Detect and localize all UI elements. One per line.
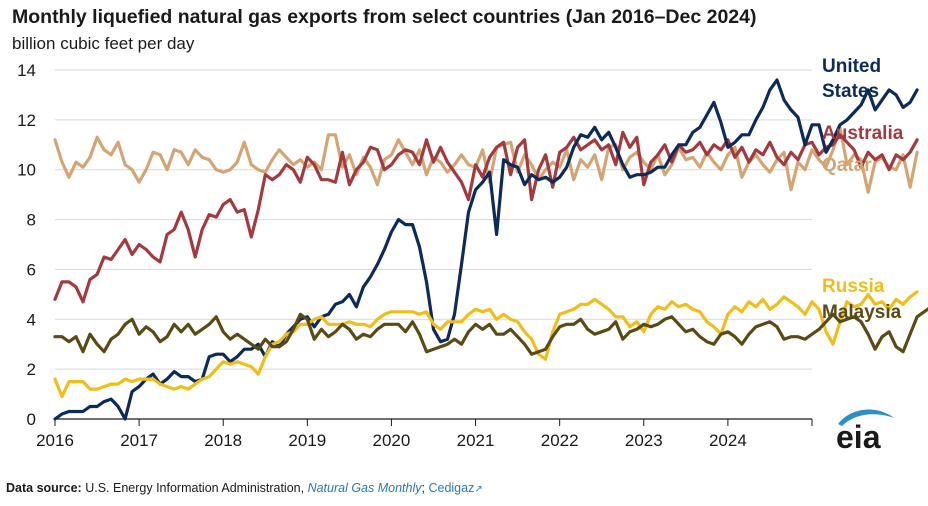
grid-lines	[55, 69, 812, 420]
external-link-icon: ↗	[474, 484, 483, 495]
source-separator: ;	[421, 481, 425, 495]
x-tick-label: 2022	[541, 431, 579, 450]
x-tick-label: 2017	[120, 431, 158, 450]
series-label-russia: Russia	[822, 276, 885, 297]
series-line-malaysia	[53, 307, 928, 356]
x-tick-label: 2018	[204, 431, 242, 450]
series-label-united-states: United States	[822, 56, 881, 102]
line-chart: 0 2 4 6 8 10 12 14 2016 2017 2018 2019 2020 2021 2022…	[17, 56, 928, 450]
chart-title: Monthly liquefied natural gas exports fr…	[12, 6, 757, 28]
source-label: Data source:	[6, 481, 82, 495]
y-tick-label: 2	[27, 360, 36, 379]
y-tick-label: 4	[27, 310, 36, 329]
y-axis-unit-label: billion cubic feet per day	[12, 34, 195, 53]
eia-swoosh-icon	[838, 409, 894, 426]
eia-logo-text: eia	[836, 419, 881, 455]
eia-logo: eia	[836, 409, 894, 455]
series-line-united-states	[53, 78, 919, 421]
natural-gas-monthly-link[interactable]: Natural Gas Monthly	[307, 481, 422, 495]
y-tick-label: 0	[27, 410, 36, 429]
series-lines	[53, 78, 928, 421]
x-tick-label: 2023	[625, 431, 663, 450]
x-tick-label: 2019	[288, 431, 326, 450]
cedigaz-link[interactable]: Cedigaz	[428, 481, 475, 495]
data-source-note: Data source: U.S. Energy Information Adm…	[6, 481, 483, 495]
y-tick-label: 12	[17, 111, 36, 130]
x-tick-label: 2021	[457, 431, 495, 450]
series-label-australia: Australia	[822, 123, 904, 144]
x-tick-label: 2020	[373, 431, 411, 450]
series-labels: Qatar Australia United States Russia Malaysia	[822, 56, 904, 323]
y-axis-ticks: 0 2 4 6 8 10 12 14	[17, 61, 36, 429]
y-tick-label: 6	[27, 260, 36, 279]
y-tick-label: 14	[17, 61, 36, 80]
y-tick-label: 10	[17, 161, 36, 180]
series-label-malaysia: Malaysia	[822, 302, 902, 323]
x-tick-label: 2016	[36, 431, 74, 450]
series-label-qatar: Qatar	[822, 155, 872, 176]
x-axis-ticks: 2016 2017 2018 2019 2020 2021 2022 2023 2024	[36, 419, 813, 450]
x-tick-label: 2024	[709, 431, 747, 450]
series-line-australia	[53, 130, 919, 304]
y-tick-label: 8	[27, 211, 36, 230]
series-line-russia	[53, 290, 919, 399]
source-org: U.S. Energy Information Administration,	[85, 481, 305, 495]
